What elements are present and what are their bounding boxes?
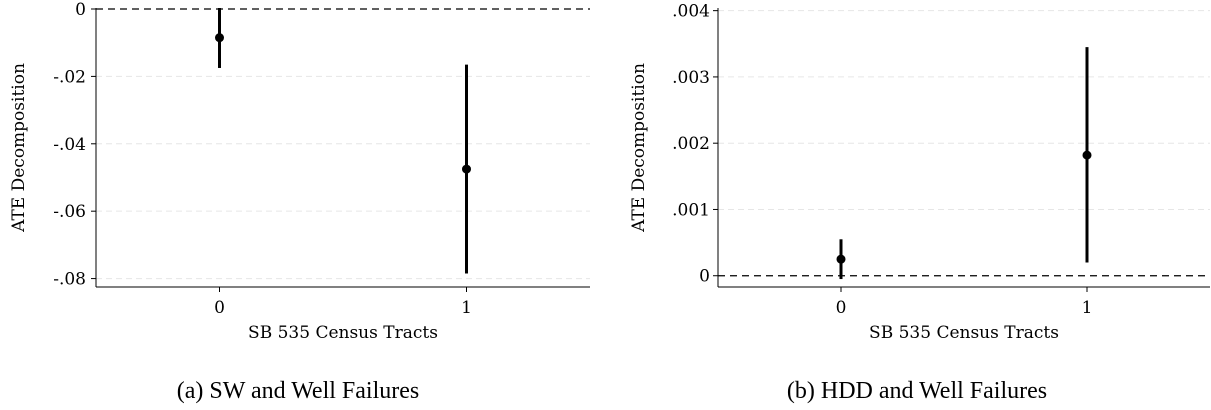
chart-panel-a: 0 -.02 -.04 -.06 -.08 0 1 SB 535 Census Tracts A…: [9, 0, 590, 404]
point-estimate: [215, 33, 224, 43]
figure-caption: (a) SW and Well Failures: [177, 378, 419, 404]
x-tick-label: 1: [1082, 298, 1093, 318]
y-tick-label: .004: [672, 2, 710, 22]
y-axis-title: ATE Decomposition: [629, 63, 649, 233]
chart-panel-b: 0 .001 .002 .003 .004 0 1 SB 535 Census Tracts A…: [629, 2, 1210, 404]
y-tick-label: -.08: [53, 270, 86, 290]
y-tick-label: .001: [672, 200, 710, 220]
point-estimate: [1082, 150, 1092, 160]
x-tick-label: 0: [836, 298, 847, 318]
y-tick-label: 0: [699, 267, 710, 287]
x-axis-title: SB 535 Census Tracts: [248, 323, 438, 343]
point-estimate: [462, 164, 471, 174]
y-tick-label: -.06: [53, 202, 86, 222]
x-tick-label: 1: [461, 298, 472, 318]
y-tick-label: -.04: [53, 135, 86, 155]
y-tick-label: .003: [672, 68, 710, 88]
x-axis-title: SB 535 Census Tracts: [869, 323, 1059, 343]
figure-caption: (b) HDD and Well Failures: [787, 378, 1047, 404]
y-tick-label: .002: [672, 134, 710, 154]
y-tick-label: -.02: [53, 67, 86, 87]
point-estimate: [836, 254, 846, 264]
y-tick-label: 0: [75, 0, 86, 20]
y-axis-title: ATE Decomposition: [9, 63, 29, 233]
x-tick-label: 0: [214, 298, 225, 318]
